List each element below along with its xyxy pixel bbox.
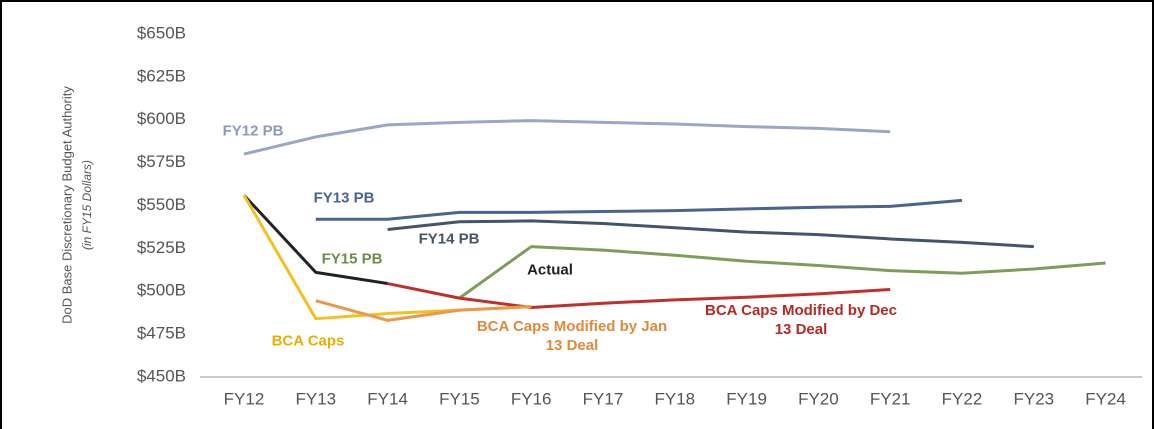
- y-tick-label: $625B: [137, 66, 186, 85]
- x-tick-label: FY16: [511, 389, 552, 408]
- x-tick-label: FY17: [583, 389, 624, 408]
- y-tick-label: $575B: [137, 152, 186, 171]
- x-tick-label: FY21: [870, 389, 911, 408]
- y-tick-label: $450B: [137, 366, 186, 385]
- y-axis-note: (in FY15 Dollars): [80, 160, 94, 250]
- series-label: FY14 PB: [418, 230, 480, 248]
- y-tick-label: $475B: [137, 324, 186, 343]
- y-tick-label: $500B: [137, 281, 186, 300]
- y-tick-label: $550B: [137, 195, 186, 214]
- series-label: FY15 PB: [321, 250, 383, 268]
- x-tick-label: FY15: [439, 389, 480, 408]
- x-tick-label: FY22: [942, 389, 983, 408]
- x-tick-label: FY13: [295, 389, 336, 408]
- series-label: FY12 PB: [222, 122, 284, 140]
- x-tick-label: FY20: [798, 389, 839, 408]
- series-line: [242, 194, 388, 286]
- x-tick-label: FY18: [654, 389, 695, 408]
- x-tick-label: FY14: [367, 389, 408, 408]
- series-line: [243, 119, 891, 156]
- x-tick-label: FY23: [1013, 389, 1054, 408]
- series-line: [387, 282, 891, 310]
- series-line: [458, 245, 1106, 300]
- series-line: [315, 198, 963, 221]
- x-tick-label: FY19: [726, 389, 767, 408]
- series-label: BCA Caps: [271, 332, 345, 350]
- series-line: [387, 219, 1034, 249]
- series-line: [315, 299, 532, 322]
- series-label: BCA Caps Modified by Jan 13 Deal: [476, 318, 668, 354]
- y-tick-label: $650B: [137, 23, 186, 42]
- series-label: FY13 PB: [313, 189, 375, 207]
- x-tick-label: FY24: [1085, 389, 1126, 408]
- series-label: BCA Caps Modified by Dec 13 Deal: [705, 302, 897, 338]
- series-label: Actual: [527, 261, 573, 279]
- y-axis-title: DoD Base Discretionary Budget Authority: [59, 86, 74, 324]
- y-tick-label: $525B: [137, 238, 186, 257]
- y-tick-label: $600B: [137, 109, 186, 128]
- x-tick-label: FY12: [224, 389, 265, 408]
